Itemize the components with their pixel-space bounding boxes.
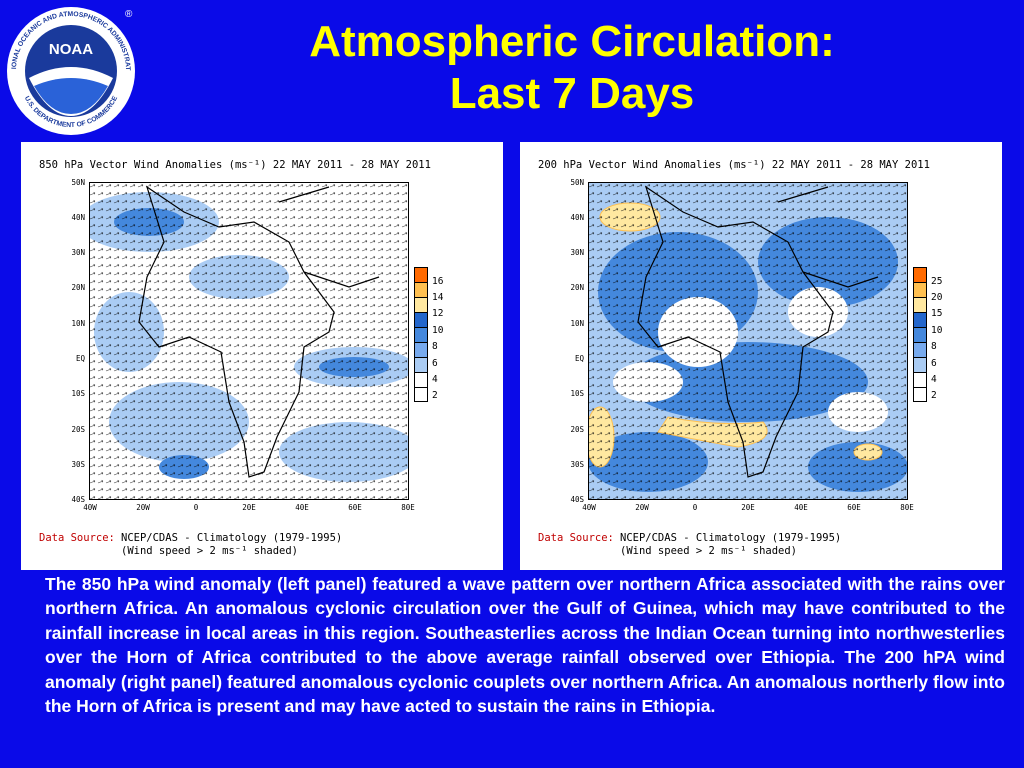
colorbar-label: 25: [931, 276, 943, 287]
title-line-2: Last 7 Days: [449, 69, 695, 118]
lat-label: 40S: [570, 495, 584, 504]
lat-label: 40S: [71, 495, 85, 504]
lat-label: 20S: [71, 425, 85, 434]
panel-title: 200 hPa Vector Wind Anomalies (ms⁻¹) 22 …: [538, 159, 930, 171]
lat-label: 20N: [71, 283, 85, 292]
panel-850hpa: 850 hPa Vector Wind Anomalies (ms⁻¹) 22 …: [21, 142, 503, 570]
colorbar-swatch: [913, 387, 927, 402]
lon-label: 40W: [582, 503, 596, 512]
lat-label: 30N: [71, 248, 85, 257]
colorbar-swatch: [913, 267, 927, 282]
colorbar-label: 2: [432, 390, 438, 401]
colorbar-label: 12: [432, 308, 444, 319]
logo-center-text: NOAA: [49, 41, 93, 58]
lon-label: 80E: [900, 503, 914, 512]
colorbar-swatch: [414, 342, 428, 357]
panel-200hpa: 200 hPa Vector Wind Anomalies (ms⁻¹) 22 …: [520, 142, 1002, 570]
lat-label: 10N: [570, 319, 584, 328]
colorbar-label: 16: [432, 276, 444, 287]
data-source-line-2: (Wind speed > 2 ms⁻¹ shaded): [121, 545, 299, 557]
lon-label: 60E: [847, 503, 861, 512]
lon-label: 40W: [83, 503, 97, 512]
colorbar-swatch: [913, 372, 927, 387]
colorbar-swatch: [913, 312, 927, 327]
lat-label: 10S: [570, 389, 584, 398]
lon-label: 80E: [401, 503, 415, 512]
colorbar-swatch: [414, 267, 428, 282]
colorbar-swatch: [913, 357, 927, 372]
lat-label: 10N: [71, 319, 85, 328]
colorbar: [913, 267, 927, 402]
data-source-line-2: (Wind speed > 2 ms⁻¹ shaded): [620, 545, 798, 557]
colorbar-label: 10: [432, 325, 444, 336]
panel-title: 850 hPa Vector Wind Anomalies (ms⁻¹) 22 …: [39, 159, 431, 171]
lat-label: 40N: [570, 213, 584, 222]
colorbar-swatch: [414, 372, 428, 387]
colorbar-label: 4: [931, 374, 937, 385]
colorbar-label: 14: [432, 292, 444, 303]
lon-label: 40E: [295, 503, 309, 512]
data-source-line-1: NCEP/CDAS - Climatology (1979-1995): [620, 532, 842, 544]
data-source: Data Source: NCEP/CDAS - Climatology (197…: [538, 532, 841, 558]
lon-label: 20W: [635, 503, 649, 512]
colorbar-swatch: [414, 387, 428, 402]
lat-label: 50N: [570, 178, 584, 187]
colorbar-label: 15: [931, 308, 943, 319]
lat-label: 50N: [71, 178, 85, 187]
data-source-line-1: NCEP/CDAS - Climatology (1979-1995): [121, 532, 343, 544]
colorbar-label: 10: [931, 325, 943, 336]
colorbar-label: 6: [931, 358, 937, 369]
colorbar-label: 4: [432, 374, 438, 385]
colorbar-swatch: [913, 342, 927, 357]
lat-label: 30S: [570, 460, 584, 469]
colorbar-label: 8: [432, 341, 438, 352]
lat-label: EQ: [574, 354, 584, 363]
lat-label: 30S: [71, 460, 85, 469]
colorbar-label: 8: [931, 341, 937, 352]
colorbar-swatch: [913, 327, 927, 342]
colorbar-swatch: [913, 297, 927, 312]
lon-label: 0: [193, 503, 199, 512]
coastline: [637, 185, 879, 478]
noaa-logo: NOAA NATIONAL OCEANIC AND ATMOSPHERIC AD…: [4, 4, 135, 135]
lon-label: 40E: [794, 503, 808, 512]
lon-label: 60E: [348, 503, 362, 512]
description-text: The 850 hPa wind anomaly (left panel) fe…: [45, 574, 1005, 717]
wind-anomaly-map: [588, 182, 908, 500]
lat-label: 40N: [71, 213, 85, 222]
lon-label: 0: [692, 503, 698, 512]
colorbar-swatch: [414, 327, 428, 342]
page-title: Atmospheric Circulation: Last 7 Days: [140, 16, 1004, 120]
colorbar-label: 6: [432, 358, 438, 369]
data-source-label: Data Source:: [39, 532, 115, 544]
title-line-1: Atmospheric Circulation:: [309, 17, 835, 66]
colorbar-swatch: [414, 297, 428, 312]
lat-label: 20N: [570, 283, 584, 292]
data-source: Data Source: NCEP/CDAS - Climatology (197…: [39, 532, 342, 558]
colorbar-swatch: [913, 282, 927, 297]
lat-label: 30N: [570, 248, 584, 257]
colorbar-label: 2: [931, 390, 937, 401]
lon-label: 20W: [136, 503, 150, 512]
lon-label: 20E: [242, 503, 256, 512]
colorbar-label: 20: [931, 292, 943, 303]
lat-label: 20S: [570, 425, 584, 434]
colorbar-swatch: [414, 312, 428, 327]
coastline: [138, 185, 380, 478]
lon-label: 20E: [741, 503, 755, 512]
registered-mark: ®: [125, 9, 133, 20]
data-source-label: Data Source:: [538, 532, 614, 544]
lat-label: 10S: [71, 389, 85, 398]
wind-anomaly-map: [89, 182, 409, 500]
colorbar: [414, 267, 428, 402]
lat-label: EQ: [75, 354, 85, 363]
colorbar-swatch: [414, 357, 428, 372]
colorbar-swatch: [414, 282, 428, 297]
